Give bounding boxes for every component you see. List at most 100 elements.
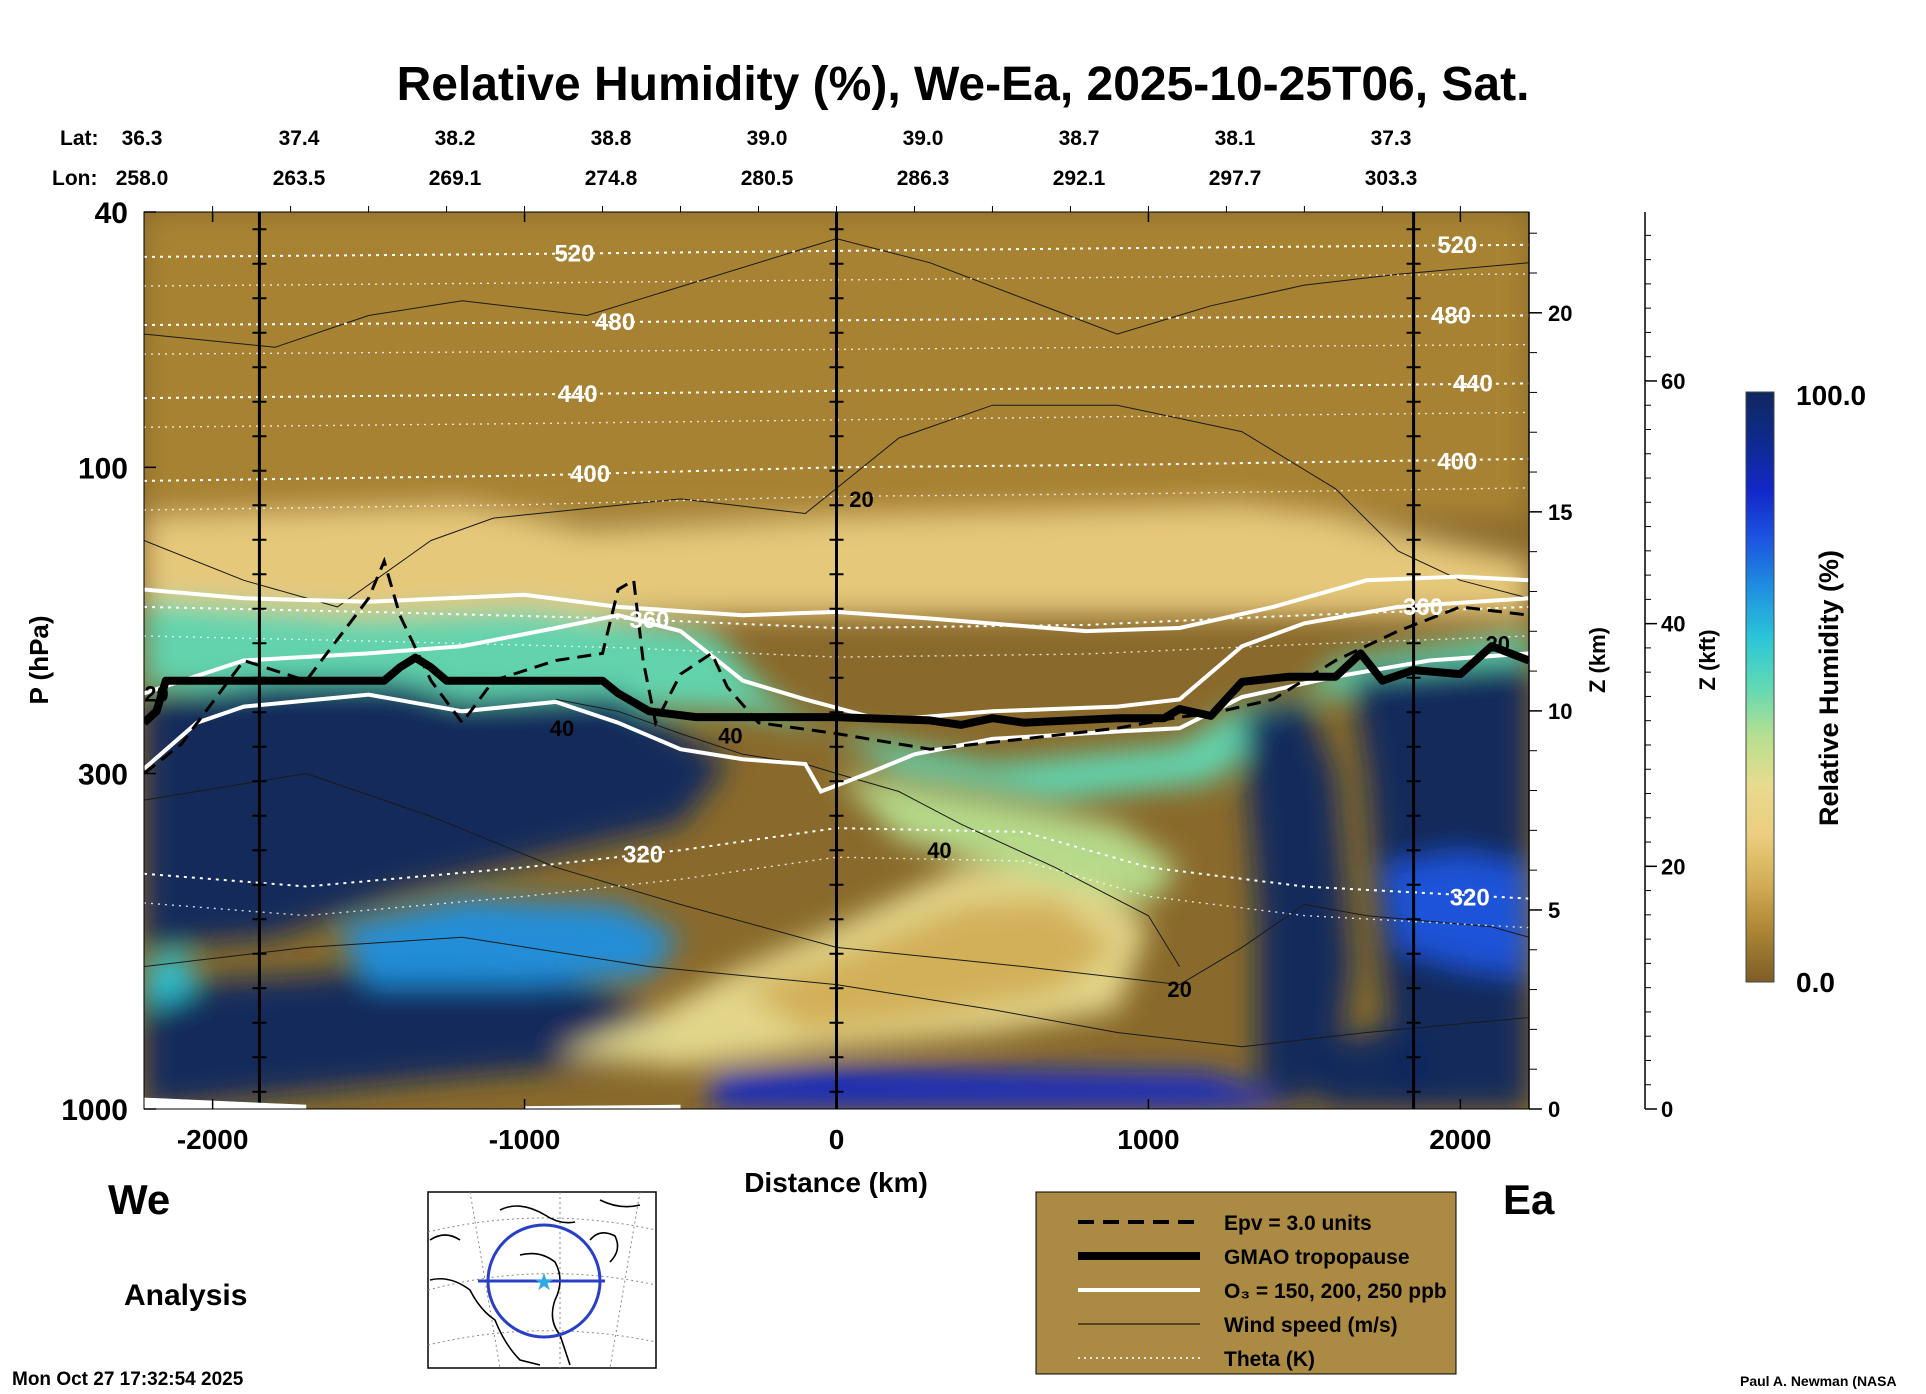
lat-value: 38.7 [1059,127,1100,150]
lat-value: 38.2 [435,127,476,150]
humidity-region [711,1067,1274,1109]
z-km-tick-label: 5 [1548,898,1560,923]
wind-contour [144,404,1529,608]
theta-label: 360 [1403,594,1443,621]
credit: Paul A. Newman (NASA [1740,1373,1897,1389]
colorbar-min-label: 0.0 [1796,967,1835,998]
ozone-contour [144,596,1529,723]
z-kft-tick-label: 60 [1661,369,1685,394]
colorbar-max-label: 100.0 [1796,380,1866,411]
lon-value: 263.5 [273,167,326,190]
x-tick-label: 2000 [1429,1124,1491,1155]
wind-label: 20 [144,681,168,706]
west-label: We [108,1176,170,1223]
theta-label: 520 [554,240,594,267]
theta-label: 320 [1450,884,1490,911]
z-km-axis-label: Z (km) [1585,627,1610,693]
analysis-label: Analysis [124,1279,247,1312]
wind-contour [144,238,1529,348]
pressure-axis: 40 100 300 1000 [61,197,156,1127]
legend-label-wind: Wind speed (m/s) [1224,1314,1398,1337]
theta-contour [144,487,1529,511]
lon-value: 258.0 [116,167,169,190]
tropopause-line [144,642,1529,729]
lat-lon-values: 36.3 37.4 38.2 38.8 39.0 39.0 38.7 38.1 37.3 258.… [116,127,1418,190]
lat-value: 38.8 [591,127,632,150]
legend-label-o3: O₃ = 150, 200, 250 ppb [1224,1280,1447,1303]
below-ground-mask [524,1104,681,1109]
legend-label-tropopause: GMAO tropopause [1224,1246,1410,1269]
lon-value: 274.8 [585,167,638,190]
wind-label: 20 [1167,977,1191,1002]
theta-label: 440 [1453,370,1493,397]
colorbar-title: Relative Humidity (%) [1814,550,1844,826]
legend-label-epv: Epv = 3.0 units [1224,1212,1372,1235]
east-label: Ea [1503,1176,1555,1223]
contour-labels: 320 360 400 440 480 520 360 400 440 480 520 320 20 40… [144,232,1510,1002]
theta-contour [144,343,1529,355]
x-tick-label: 0 [829,1124,845,1155]
locator-star-icon: ★ [533,1269,555,1296]
humidity-region [337,898,681,985]
theta-label: 400 [1437,449,1477,476]
lon-value: 269.1 [429,167,482,190]
p-tick-label: 40 [95,197,128,230]
z-kft-axis: 0 20 40 60 [1644,212,1685,1122]
lon-value: 286.3 [897,167,950,190]
theta-label: 520 [1437,232,1477,259]
humidity-region [144,962,681,1109]
humidity-region [1320,1028,1430,1109]
humidity-region [1242,699,1352,1109]
below-ground-mask [144,1097,307,1109]
z-kft-tick-label: 20 [1661,854,1685,879]
theta-contour [144,411,1529,428]
z-kft-tick-label: 40 [1661,612,1685,637]
lon-value: 280.5 [741,167,794,190]
lon-value: 297.7 [1209,167,1262,190]
humidity-region [144,680,728,948]
wind-label: 20 [1486,631,1510,656]
z-km-tick-label: 0 [1548,1097,1560,1122]
x-axis: -2000 -1000 0 1000 2000 [177,206,1492,1155]
chart-title: Relative Humidity (%), We-Ea, 2025-10-25… [397,58,1530,111]
lat-label: Lat: [60,127,99,150]
z-km-tick-label: 20 [1548,301,1572,326]
x-axis-label: Distance (km) [744,1167,928,1198]
humidity-region [144,598,1529,801]
theta-label: 360 [629,607,669,634]
lat-value: 38.1 [1215,127,1256,150]
plot-area: 320 360 400 440 480 520 360 400 440 480 520 320 20 40… [144,212,1529,1109]
z-km-axis: 0 5 10 15 20 [1528,212,1572,1122]
p-axis-label: P (hPa) [24,615,54,704]
colorbar [1745,391,1775,983]
vertical-markers [252,212,1421,1109]
z-kft-tick-label: 0 [1661,1097,1673,1122]
lat-value: 37.3 [1371,127,1412,150]
humidity-region [144,947,197,1010]
theta-label: 480 [1431,303,1471,330]
wind-label: 40 [718,724,742,749]
legend-label-theta: Theta (K) [1224,1348,1315,1371]
z-km-tick-label: 15 [1548,500,1572,525]
p-tick-label: 1000 [61,1094,128,1127]
wind-label: 40 [550,716,574,741]
wind-contour [144,772,1529,986]
lon-value: 292.1 [1053,167,1106,190]
wind-label: 20 [849,487,873,512]
locator-map: ★ [427,1191,657,1369]
lon-label: Lon: [52,167,97,190]
wind-label: 40 [927,838,951,863]
theta-label: 400 [570,461,610,488]
lon-value: 303.3 [1365,167,1418,190]
ozone-contour [144,651,1529,794]
theta-label: 320 [623,841,663,868]
theta-contour [144,605,1529,630]
z-km-tick-label: 10 [1548,699,1572,724]
theta-contour [144,273,1529,287]
legend: Epv = 3.0 units GMAO tropopause O₃ = 150, … [1035,1191,1457,1375]
humidity-region [836,773,1180,905]
x-tick-label: -1000 [489,1124,561,1155]
x-tick-label: -2000 [177,1124,249,1155]
lat-value: 36.3 [122,127,163,150]
